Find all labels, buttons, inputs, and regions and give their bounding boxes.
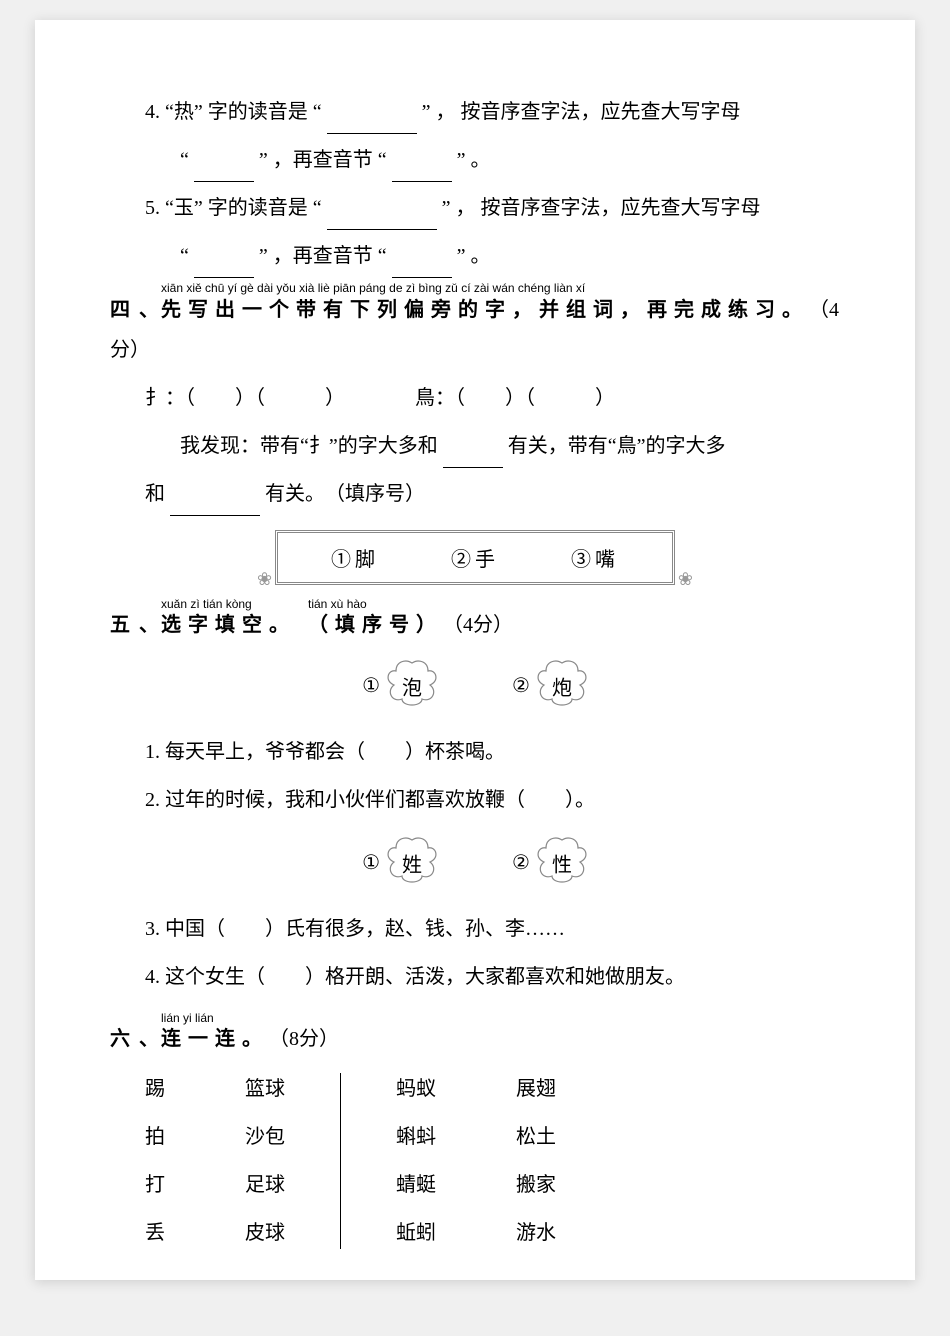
pair2-b-char: 性 bbox=[552, 848, 572, 877]
match-right-col1: 蚂蚁 蝌蚪 蜻蜓 蚯蚓 bbox=[396, 1065, 436, 1257]
q4-blank1[interactable] bbox=[327, 112, 417, 134]
pair2-a-char: 姓 bbox=[402, 848, 422, 877]
q4-blank2[interactable] bbox=[194, 160, 254, 182]
section-4-header: 四 、 xiān xiě chū yí gè dài yǒu xià liè p… bbox=[110, 290, 840, 370]
q4-line2: “ ” ，再查音节 “ ” 。 bbox=[110, 138, 840, 182]
match-item: 展翅 bbox=[516, 1065, 556, 1113]
sec5-title1: 选字填空。 bbox=[161, 614, 296, 636]
sec4-options-box: ❀ ①脚 ②手 ③嘴 ❀ bbox=[275, 530, 675, 585]
match-item: 蝌蚪 bbox=[396, 1113, 436, 1161]
match-item: 蚯蚓 bbox=[396, 1209, 436, 1257]
match-item: 足球 bbox=[245, 1161, 285, 1209]
sec4-line2: 我发现：带有“扌”的字大多和 有关，带有“⿃”的字大多 bbox=[110, 424, 840, 468]
match-item: 松土 bbox=[516, 1113, 556, 1161]
match-item: 搬家 bbox=[516, 1161, 556, 1209]
match-right-col2: 展翅 松土 搬家 游水 bbox=[516, 1065, 556, 1257]
q5-blank2[interactable] bbox=[194, 256, 254, 278]
q4-prefix: 4. “热” 字的读音是 “ bbox=[145, 101, 322, 123]
q5-l2a: “ bbox=[180, 245, 189, 267]
sec5-points: （4分） bbox=[443, 614, 513, 636]
sec6-pinyin: lián yi lián bbox=[161, 1006, 214, 1030]
q4-mid1: ” ， 按音序查字法，应先查大写字母 bbox=[422, 101, 741, 123]
sec5-q1: 1. 每天早上，爷爷都会（ ）杯茶喝。 bbox=[110, 730, 840, 774]
flower-option-2a: ① 姓 bbox=[362, 836, 438, 889]
pair1-a-num: ① bbox=[362, 673, 380, 698]
match-item: 拍 bbox=[145, 1113, 165, 1161]
q5-l2b: ” ，再查音节 “ bbox=[259, 245, 387, 267]
flower-option-2b: ② 性 bbox=[512, 836, 588, 889]
q4-l2c: ” 。 bbox=[457, 149, 491, 171]
sec5-title2: （填序号） bbox=[308, 614, 443, 636]
sec5-q2: 2. 过年的时候，我和小伙伴们都喜欢放鞭（ ）。 bbox=[110, 778, 840, 822]
section-6-header: 六 、 lián yi lián 连一连。 （8分） bbox=[110, 1019, 840, 1059]
match-item: 蚂蚁 bbox=[396, 1065, 436, 1113]
sec6-title: 连一连。 bbox=[161, 1028, 269, 1050]
section-5-header: 五 、 xuǎn zì tián kòng 选字填空。 tián xù hào … bbox=[110, 605, 840, 645]
q5-line2: “ ” ，再查音节 “ ” 。 bbox=[110, 234, 840, 278]
match-left-col2: 篮球 沙包 足球 皮球 bbox=[245, 1065, 285, 1257]
pair1-b-num: ② bbox=[512, 673, 530, 698]
sec4-blank2[interactable] bbox=[170, 494, 260, 516]
pair1-a-char: 泡 bbox=[402, 671, 422, 700]
match-item: 篮球 bbox=[245, 1065, 285, 1113]
pair2-b-num: ② bbox=[512, 850, 530, 875]
sec6-points: （8分） bbox=[269, 1028, 339, 1050]
q4-blank3[interactable] bbox=[392, 160, 452, 182]
sec6-num: 六 、 bbox=[110, 1028, 161, 1050]
match-right: 蚂蚁 蝌蚪 蜻蜓 蚯蚓 展翅 松土 搬家 游水 bbox=[396, 1065, 556, 1257]
flower-option-1a: ① 泡 bbox=[362, 659, 438, 712]
q5-line1: 5. “玉” 字的读音是 “ ” ， 按音序查字法，应先查大写字母 bbox=[110, 186, 840, 230]
match-item: 游水 bbox=[516, 1209, 556, 1257]
match-item: 沙包 bbox=[245, 1113, 285, 1161]
sec4-l3a: 和 bbox=[145, 483, 165, 505]
match-item: 打 bbox=[145, 1161, 165, 1209]
sec5-pair2: ① 姓 ② 性 bbox=[110, 836, 840, 889]
match-item: 皮球 bbox=[245, 1209, 285, 1257]
q5-blank1[interactable] bbox=[327, 208, 437, 230]
q5-mid1: ” ， 按音序查字法，应先查大写字母 bbox=[442, 197, 761, 219]
sec5-q3: 3. 中国（ ）氏有很多，赵、钱、孙、李…… bbox=[110, 907, 840, 951]
sec4-title: 先写出一个带有下列偏旁的字，并组词，再完成练习。 bbox=[161, 299, 809, 321]
q4-l2b: ” ，再查音节 “ bbox=[259, 149, 387, 171]
pair1-b-char: 炮 bbox=[552, 671, 572, 700]
sec5-pair1: ① 泡 ② 炮 bbox=[110, 659, 840, 712]
sec5-num: 五 、 bbox=[110, 614, 161, 636]
match-item: 蜻蜓 bbox=[396, 1161, 436, 1209]
worksheet-page: 4. “热” 字的读音是 “ ” ， 按音序查字法，应先查大写字母 “ ” ，再… bbox=[35, 20, 915, 1280]
sec4-blank1[interactable] bbox=[443, 446, 503, 468]
sec5-pinyin1: xuǎn zì tián kòng bbox=[161, 592, 252, 616]
sec4-num: 四 、 bbox=[110, 299, 161, 321]
sec5-q4: 4. 这个女生（ ）格开朗、活泼，大家都喜欢和她做朋友。 bbox=[110, 955, 840, 999]
flower-option-1b: ② 炮 bbox=[512, 659, 588, 712]
q5-prefix: 5. “玉” 字的读音是 “ bbox=[145, 197, 322, 219]
q5-blank3[interactable] bbox=[392, 256, 452, 278]
q4-line1: 4. “热” 字的读音是 “ ” ， 按音序查字法，应先查大写字母 bbox=[110, 90, 840, 134]
match-item: 丢 bbox=[145, 1209, 165, 1257]
deco-right: ❀ bbox=[678, 569, 693, 590]
deco-left: ❀ bbox=[257, 569, 272, 590]
sec4-pinyin: xiān xiě chū yí gè dài yǒu xià liè piān … bbox=[161, 276, 585, 300]
sec4-line3: 和 有关。 （填序号） bbox=[110, 472, 840, 516]
sec4-l3b: 有关。 （填序号） bbox=[265, 483, 425, 505]
match-divider bbox=[340, 1073, 341, 1249]
q5-l2c: ” 。 bbox=[457, 245, 491, 267]
match-left-col1: 踢 拍 打 丢 bbox=[145, 1065, 165, 1257]
sec4-l2a: 我发现：带有“扌”的字大多和 bbox=[180, 435, 438, 457]
sec5-pinyin2: tián xù hào bbox=[308, 592, 367, 616]
sec4-l2b: 有关，带有“⿃”的字大多 bbox=[508, 435, 726, 457]
sec4-line1: 扌：（ ）（ ） ⿃：（ ）（ ） bbox=[110, 376, 840, 420]
match-table: 踢 拍 打 丢 篮球 沙包 足球 皮球 蚂蚁 蝌蚪 蜻蜓 蚯蚓 展翅 松土 bbox=[145, 1065, 840, 1257]
match-item: 踢 bbox=[145, 1065, 165, 1113]
pair2-a-num: ① bbox=[362, 850, 380, 875]
q4-l2a: “ bbox=[180, 149, 189, 171]
sec4-options: ①脚 ②手 ③嘴 bbox=[275, 530, 675, 585]
match-left: 踢 拍 打 丢 篮球 沙包 足球 皮球 bbox=[145, 1065, 285, 1257]
